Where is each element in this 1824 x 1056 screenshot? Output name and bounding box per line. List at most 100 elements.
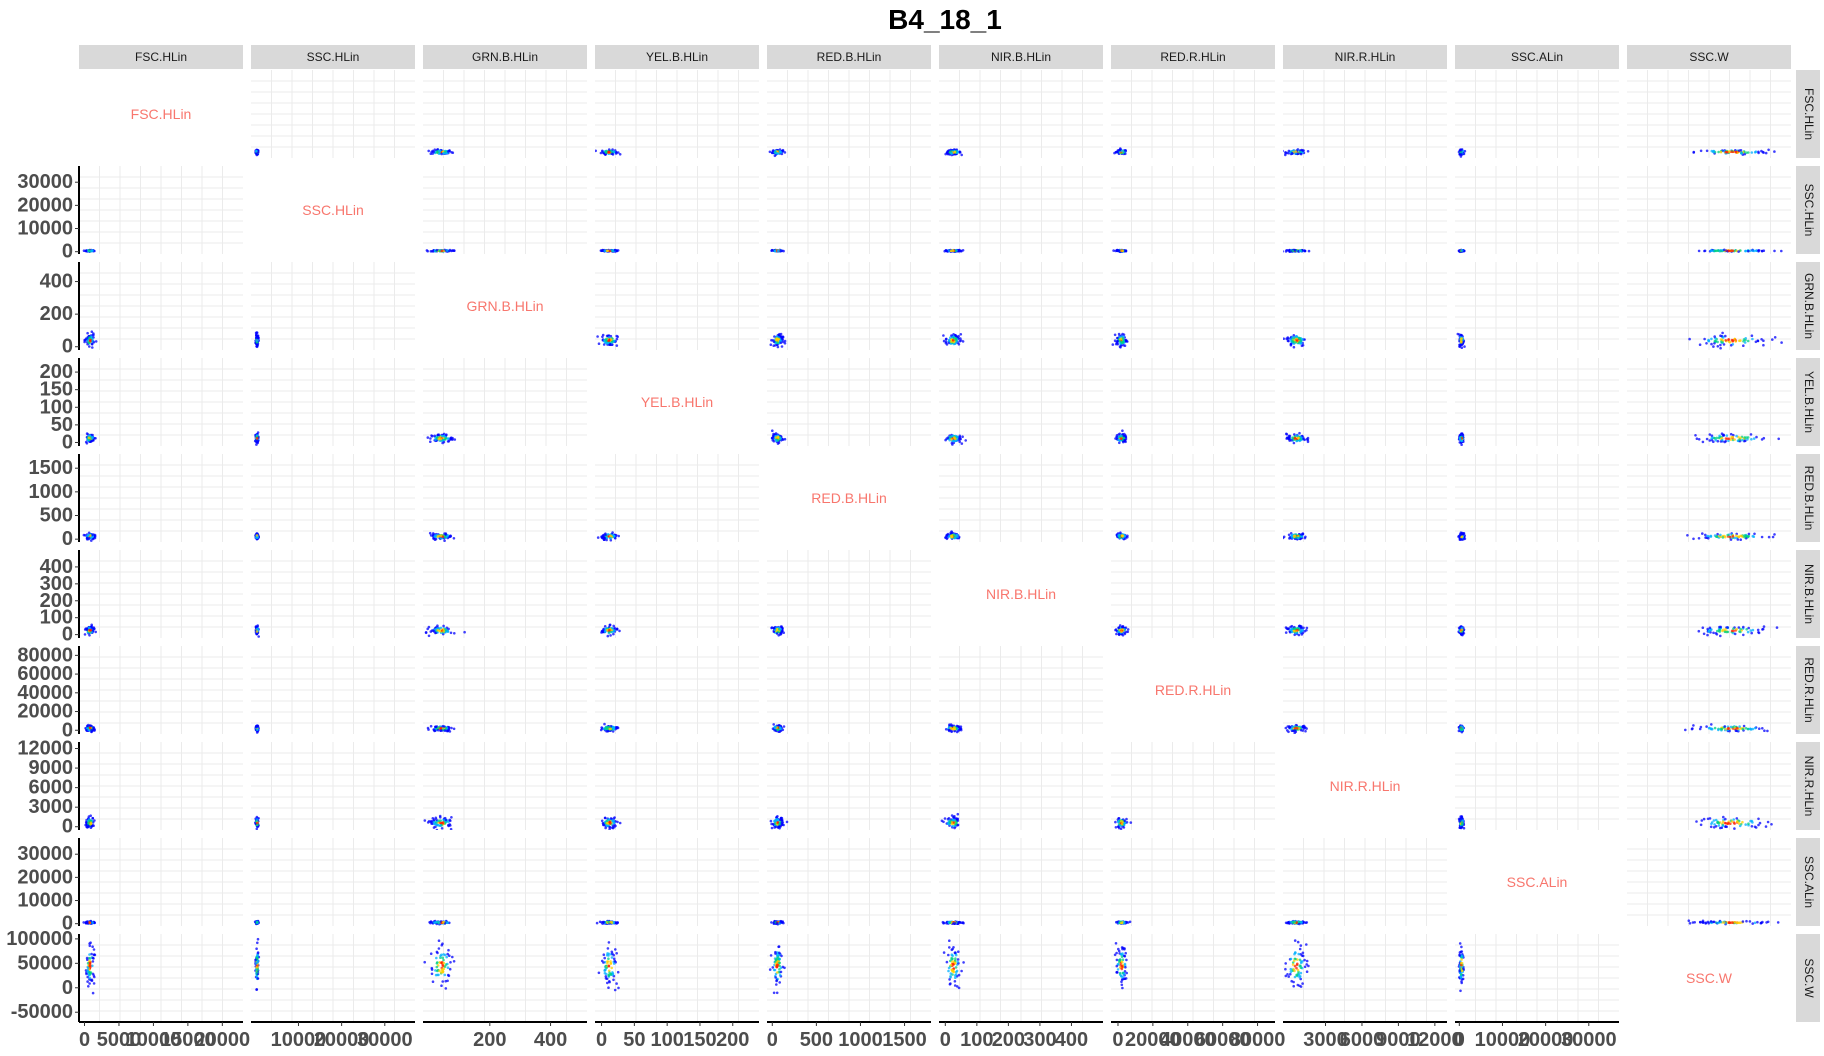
data-point	[1115, 632, 1118, 636]
data-point	[1299, 537, 1302, 540]
data-point	[1458, 149, 1462, 152]
data-point	[1121, 332, 1124, 336]
row-strip-label: NIR.R.HLin	[1802, 756, 1816, 817]
data-point	[610, 338, 613, 342]
data-point	[1716, 439, 1720, 443]
data-point	[956, 535, 959, 539]
data-point	[1115, 435, 1118, 439]
data-point	[1744, 249, 1748, 253]
data-point	[1720, 340, 1723, 344]
data-point	[1284, 626, 1288, 629]
data-point	[447, 726, 451, 729]
data-point	[775, 632, 779, 635]
data-point	[1457, 626, 1461, 630]
data-point	[1290, 152, 1294, 155]
density-points	[83, 330, 98, 349]
data-point	[606, 628, 609, 632]
data-point	[1737, 626, 1741, 629]
panel-r0-c7	[1283, 70, 1447, 158]
density-points	[1457, 625, 1466, 637]
data-point	[1287, 627, 1290, 630]
data-point	[945, 343, 949, 346]
row-strip-nir-r-hlin: NIR.R.HLin	[1796, 742, 1820, 830]
data-point	[1711, 436, 1714, 440]
diagonal-label: FSC.HLin	[131, 106, 192, 122]
data-point	[783, 339, 787, 343]
data-point	[256, 431, 260, 434]
data-point	[957, 334, 960, 338]
data-point	[1744, 439, 1747, 443]
data-point	[782, 631, 785, 634]
data-point	[1721, 336, 1725, 339]
data-point	[776, 341, 779, 345]
data-point	[604, 153, 607, 156]
data-point	[1757, 249, 1760, 252]
data-point	[1126, 534, 1129, 538]
panel-r5-c2	[423, 550, 587, 638]
data-point	[605, 536, 609, 539]
data-point	[1737, 250, 1740, 253]
data-point	[780, 625, 783, 628]
data-point	[1121, 429, 1124, 433]
row-strip-label: RED.R.HLin	[1802, 657, 1816, 722]
data-point	[463, 630, 466, 634]
density-points	[424, 624, 466, 638]
data-point	[450, 151, 453, 154]
data-point	[601, 335, 604, 339]
data-point	[1726, 630, 1730, 634]
data-point	[1121, 625, 1124, 628]
density-points	[254, 532, 261, 541]
data-point	[618, 153, 622, 156]
panel-r1-c5	[939, 166, 1103, 254]
panel-r4-c6	[1111, 454, 1275, 542]
data-point	[959, 333, 963, 336]
data-point	[1114, 628, 1118, 631]
data-point	[1299, 625, 1303, 629]
data-point	[944, 337, 948, 341]
strip-bg	[251, 45, 415, 69]
data-point	[772, 626, 776, 630]
data-point	[771, 149, 775, 152]
data-point	[1712, 631, 1715, 635]
diagonal-label: RED.B.HLin	[811, 490, 886, 506]
data-point	[1746, 339, 1750, 343]
data-point	[1460, 439, 1463, 443]
data-point	[1293, 248, 1297, 252]
data-point	[435, 248, 439, 252]
data-point	[1295, 631, 1298, 635]
data-point	[1716, 532, 1719, 536]
data-point	[1717, 436, 1721, 440]
data-point	[1285, 433, 1289, 436]
data-point	[615, 344, 619, 347]
panel-r4-c4: RED.B.HLin	[811, 490, 886, 506]
data-point	[1749, 629, 1753, 632]
data-point	[611, 730, 615, 733]
data-point	[1117, 433, 1120, 436]
density-points	[596, 531, 620, 542]
panel-r2-c5	[939, 262, 1103, 350]
data-point	[617, 151, 620, 154]
data-point	[83, 340, 86, 344]
column-strip-ssc-alin: SSC.ALin	[1455, 45, 1619, 69]
data-point	[1701, 440, 1705, 444]
data-point	[608, 623, 612, 627]
data-point	[1117, 633, 1121, 637]
data-point	[946, 149, 950, 153]
data-point	[453, 438, 457, 441]
panel-r1-c2	[423, 166, 587, 254]
data-point	[88, 336, 91, 339]
density-points	[426, 432, 457, 445]
data-point	[1742, 338, 1746, 341]
data-point	[1756, 628, 1760, 632]
density-points	[1112, 248, 1128, 254]
data-point	[88, 345, 91, 348]
row-strip-red-r-hlin: RED.R.HLin	[1796, 646, 1820, 734]
data-point	[1706, 633, 1709, 637]
data-point	[434, 537, 438, 541]
density-points	[1457, 432, 1465, 446]
data-point	[959, 339, 963, 342]
density-points	[82, 248, 96, 253]
data-point	[256, 536, 259, 539]
data-point	[1458, 433, 1462, 437]
data-point	[1285, 437, 1288, 440]
